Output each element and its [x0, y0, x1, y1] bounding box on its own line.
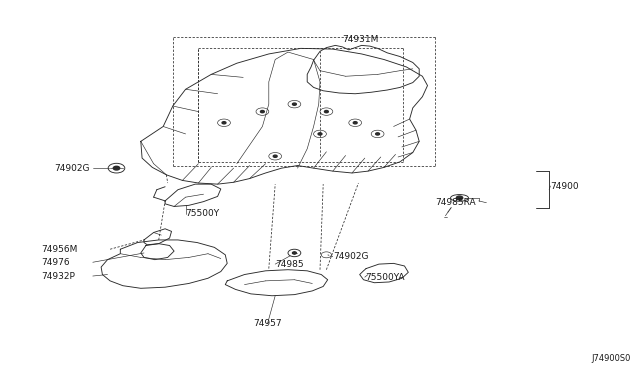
- Circle shape: [456, 196, 463, 200]
- Circle shape: [273, 155, 277, 157]
- Text: 74902G: 74902G: [54, 164, 90, 173]
- Text: 74976: 74976: [42, 258, 70, 267]
- Text: 74932P: 74932P: [42, 272, 76, 280]
- Text: 74956M: 74956M: [42, 245, 78, 254]
- Circle shape: [318, 133, 322, 135]
- Circle shape: [292, 252, 296, 254]
- Text: 74931M: 74931M: [342, 35, 379, 44]
- Circle shape: [222, 122, 226, 124]
- Text: 74957: 74957: [253, 319, 282, 328]
- Text: 74985: 74985: [275, 260, 304, 269]
- Circle shape: [376, 133, 380, 135]
- Text: 74902G: 74902G: [333, 252, 368, 261]
- Text: J74900S0: J74900S0: [591, 354, 630, 363]
- Text: 74900: 74900: [550, 182, 579, 190]
- Circle shape: [292, 103, 296, 105]
- Circle shape: [113, 166, 120, 170]
- Circle shape: [260, 110, 264, 113]
- Circle shape: [353, 122, 357, 124]
- Text: 75500Y: 75500Y: [186, 209, 220, 218]
- Text: 75500YA: 75500YA: [365, 273, 404, 282]
- Circle shape: [324, 110, 328, 113]
- Text: 74985RA: 74985RA: [435, 198, 476, 207]
